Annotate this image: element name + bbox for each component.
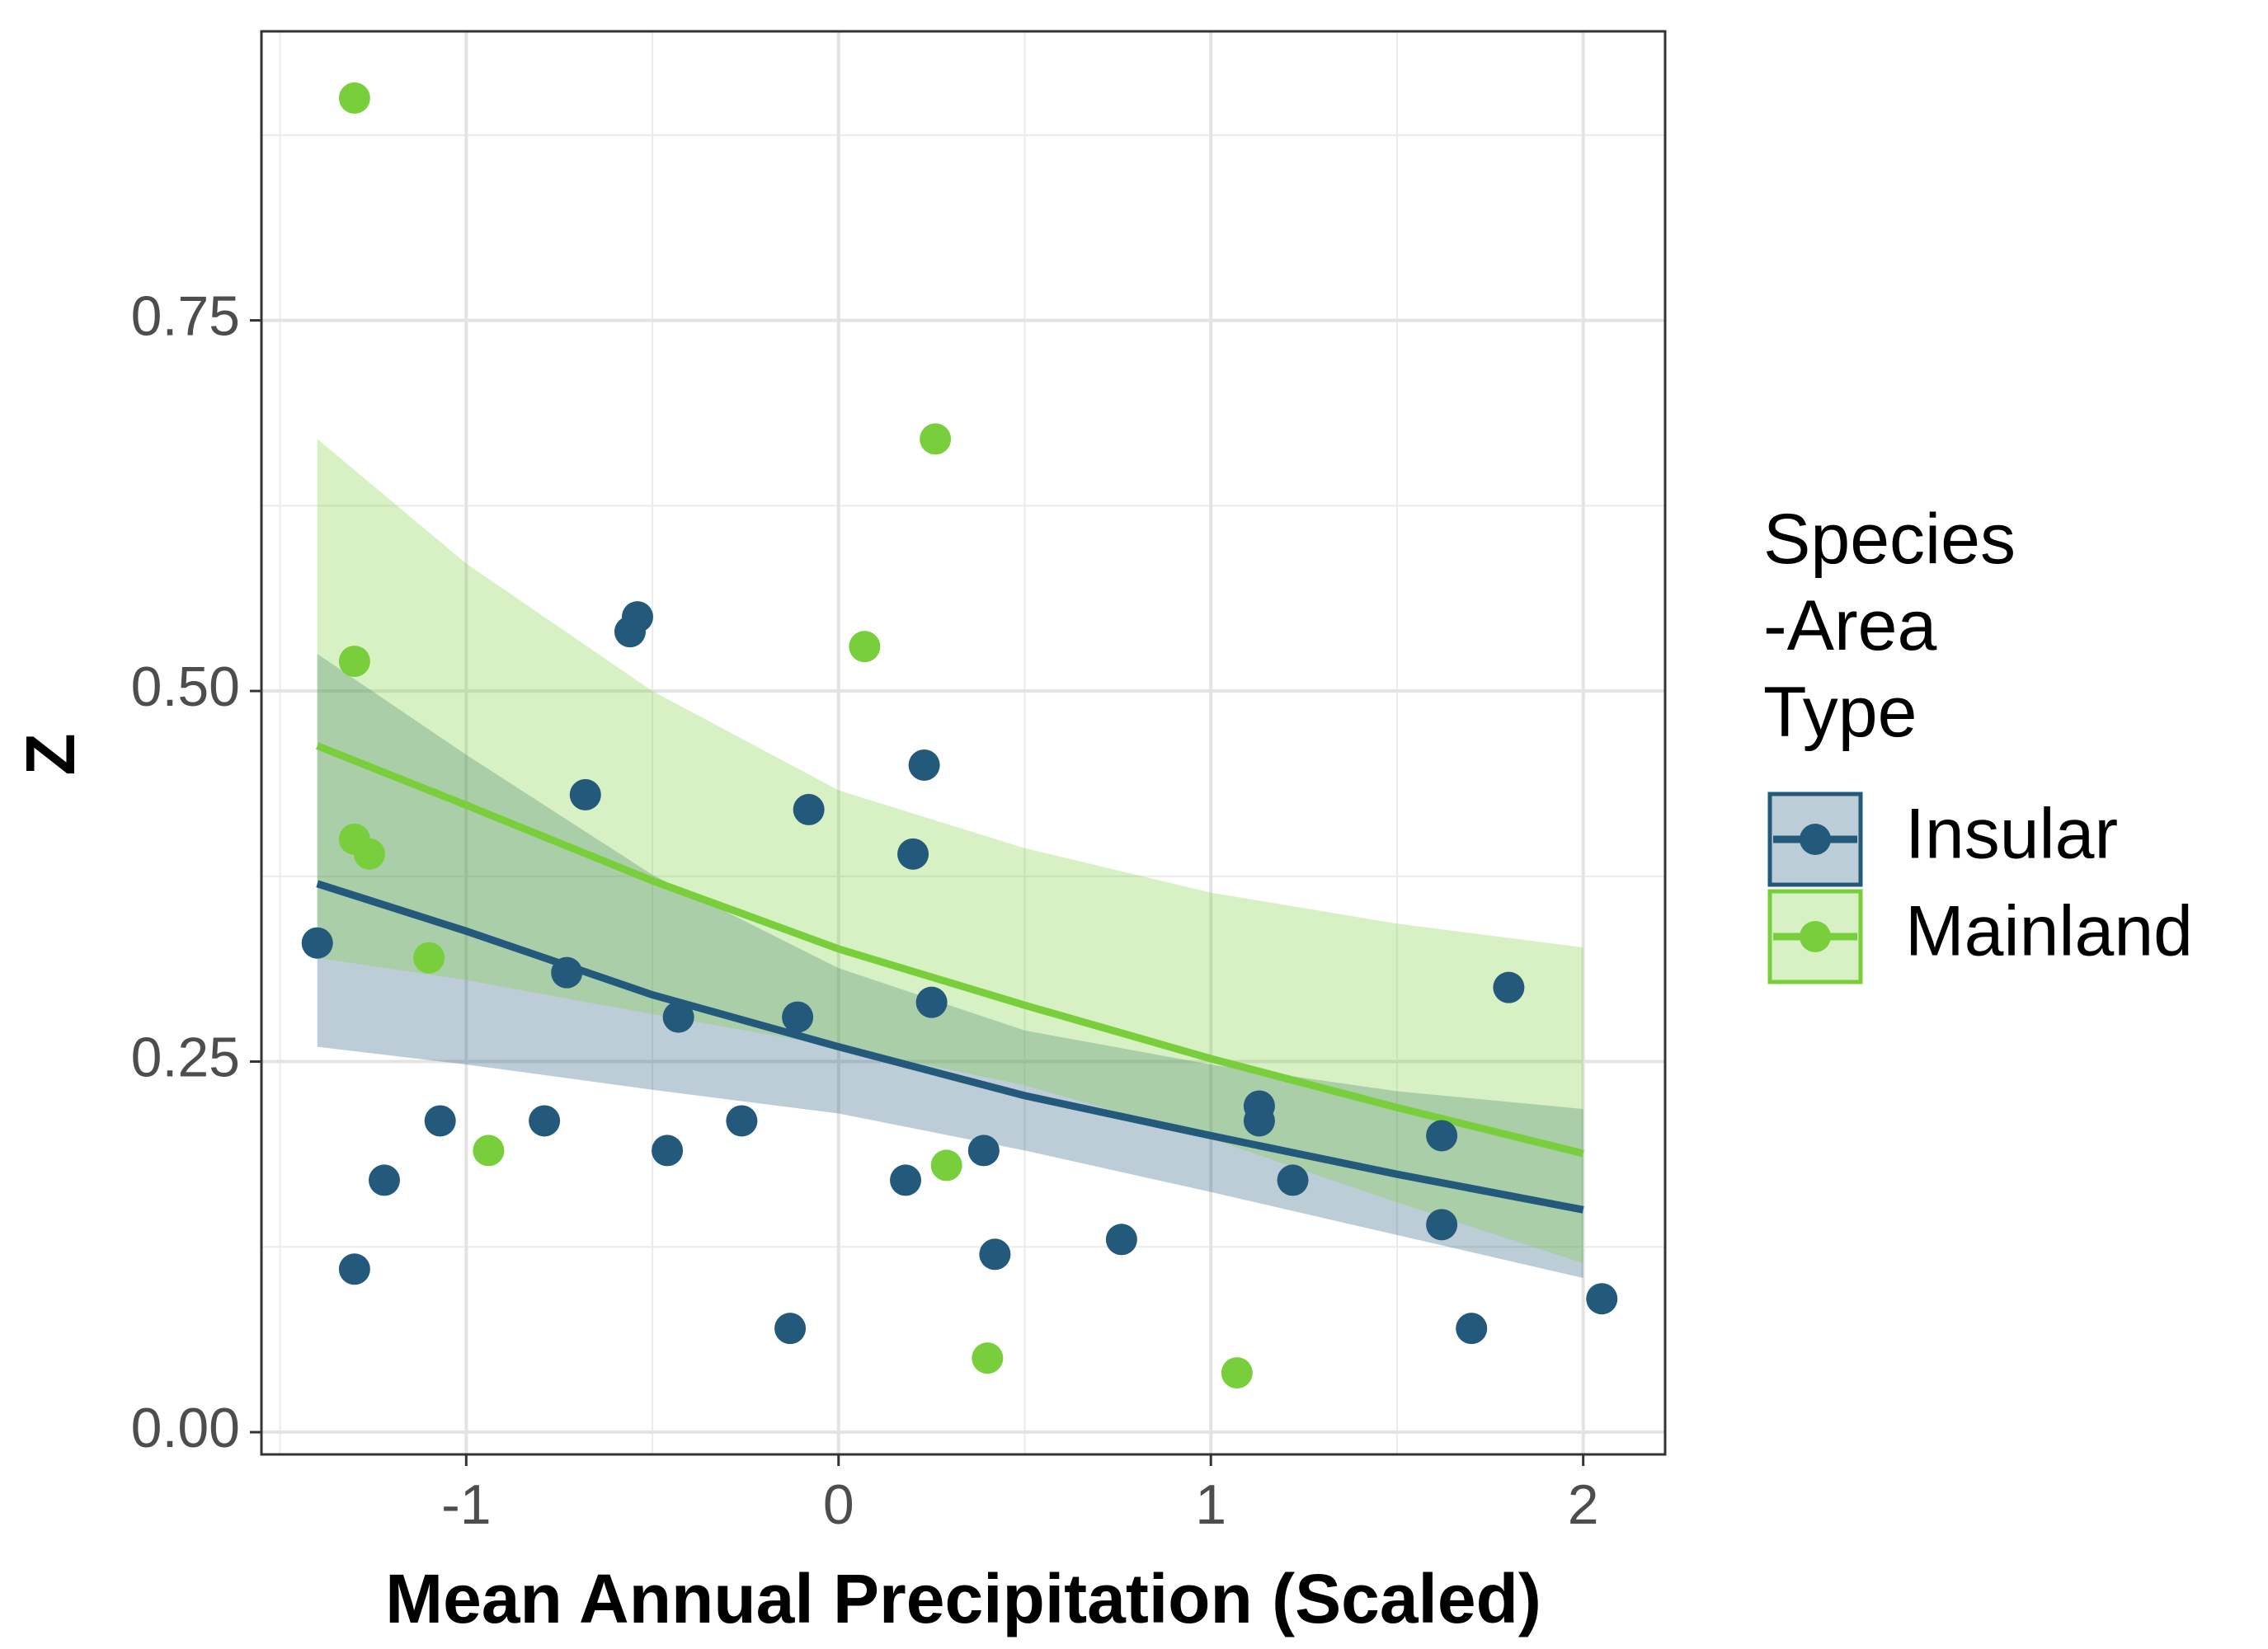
legend-key-insular-point (1800, 824, 1831, 855)
insular-point (1277, 1164, 1309, 1196)
mainland-point (930, 1149, 962, 1182)
insular-point (529, 1105, 561, 1137)
insular-point (1105, 1224, 1137, 1256)
mainland-point (353, 838, 385, 870)
y-tick-label: 0.25 (131, 1027, 240, 1089)
insular-point (726, 1105, 758, 1137)
legend-key-mainland-point (1800, 921, 1831, 952)
insular-point (897, 838, 929, 870)
y-tick-label: 0.00 (131, 1397, 240, 1459)
insular-point (1426, 1120, 1458, 1152)
insular-point (979, 1238, 1011, 1271)
legend-title-line-2: -Area (1763, 586, 1936, 665)
legend-key-mainland-label: Mainland (1905, 892, 2193, 971)
legend-key-insular-label: Insular (1905, 795, 2118, 874)
insular-point (569, 778, 601, 810)
x-axis-title: Mean Annual Precipitation (Scaled) (385, 1560, 1541, 1637)
y-tick-label: 0.75 (131, 285, 240, 348)
data-points (301, 82, 1618, 1389)
y-axis-title: Z (12, 733, 89, 775)
insular-point (662, 1001, 694, 1033)
insular-point (301, 927, 333, 959)
insular-point (890, 1164, 922, 1196)
mainland-point (1221, 1357, 1253, 1389)
insular-point (368, 1164, 400, 1196)
fit-lines (316, 742, 1584, 1214)
x-tick-label: 2 (1568, 1473, 1599, 1536)
insular-point (424, 1105, 456, 1137)
x-tick-label: 1 (1195, 1473, 1226, 1536)
mainland-point (413, 942, 445, 974)
insular-point (621, 601, 653, 633)
insular-point (782, 1001, 814, 1033)
insular-point (1586, 1283, 1618, 1315)
insular-point (793, 793, 825, 825)
insular-point (338, 1253, 370, 1285)
insular-point (1426, 1209, 1458, 1241)
insular-point (967, 1135, 1000, 1167)
insular-point (1493, 971, 1525, 1003)
legend-title-line-1: Species (1763, 500, 2016, 579)
insular-fit-line (316, 880, 1584, 1214)
insular-point (1243, 1105, 1275, 1137)
y-tick-label: 0.50 (131, 655, 240, 718)
mainland-point (473, 1135, 505, 1167)
grid-lines (261, 31, 1665, 1454)
x-tick-label: -1 (441, 1473, 491, 1536)
mainland-point (338, 82, 370, 114)
legend-title-line-3: Type (1763, 673, 1917, 752)
legend-keys: Insular Mainland (1767, 792, 2193, 984)
insular-point (908, 749, 940, 781)
mainland-point (338, 646, 370, 678)
x-tick-label: 0 (823, 1473, 854, 1536)
insular-point (1456, 1313, 1488, 1345)
insular-point (915, 986, 948, 1018)
mainland-point (920, 423, 952, 455)
legend: Species -Area Type Insular Mainland (1763, 500, 2193, 984)
axes: -1 0 1 2 0.00 0.25 0.50 0.75 (131, 285, 1599, 1536)
insular-point (551, 956, 583, 989)
mainland-point (849, 631, 881, 663)
insular-point (652, 1135, 684, 1167)
insular-point (774, 1313, 807, 1345)
mainland-confidence-band (317, 439, 1583, 1264)
mainland-point (972, 1342, 1004, 1374)
mainland-fit-line (316, 742, 1584, 1158)
plot-panel-border (260, 30, 1667, 1456)
